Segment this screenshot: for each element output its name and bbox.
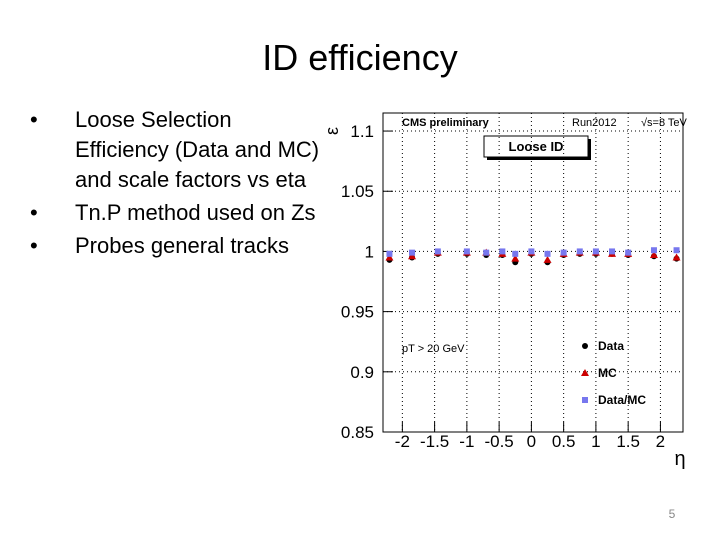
marker xyxy=(581,369,589,376)
legend-label: Data xyxy=(598,339,624,353)
marker xyxy=(434,248,441,255)
x-axis-label: η xyxy=(674,448,685,470)
y-tick-label: 1 xyxy=(365,242,374,261)
y-tick-label: 0.85 xyxy=(341,423,374,442)
x-tick-label: -1.5 xyxy=(420,432,449,451)
annotation: pT > 20 GeV xyxy=(402,343,465,355)
page-number: 5 xyxy=(669,507,676,521)
subtitle: Loose ID xyxy=(509,139,564,154)
annotation: CMS preliminary xyxy=(402,117,490,129)
annotation: Run2012 xyxy=(572,117,617,129)
x-tick-label: 2 xyxy=(656,432,665,451)
bullet: Loose Selection Efficiency (Data and MC)… xyxy=(30,105,325,195)
bullet: Tn.P method used on Zs xyxy=(30,198,325,228)
marker xyxy=(625,249,632,256)
x-tick-label: -2 xyxy=(395,432,410,451)
marker xyxy=(673,247,680,254)
marker xyxy=(544,250,551,257)
marker xyxy=(483,249,490,256)
bullet: Probes general tracks xyxy=(30,231,325,261)
marker xyxy=(672,253,681,261)
marker xyxy=(463,248,470,255)
x-tick-label: 0.5 xyxy=(552,432,576,451)
label-box xyxy=(483,135,589,158)
marker xyxy=(560,249,567,256)
marker xyxy=(609,248,616,255)
marker xyxy=(582,397,588,403)
marker xyxy=(499,248,506,255)
marker xyxy=(512,250,519,257)
bullet-list: Loose Selection Efficiency (Data and MC)… xyxy=(30,105,320,264)
annotation: √s=8 TeV xyxy=(641,117,688,129)
marker xyxy=(592,248,599,255)
marker xyxy=(650,247,657,254)
legend-label: MC xyxy=(598,366,617,380)
x-tick-label: 1 xyxy=(591,432,600,451)
x-tick-label: 1.5 xyxy=(616,432,640,451)
y-tick-label: 0.95 xyxy=(341,303,374,322)
legend-label: Data/MC xyxy=(598,393,646,407)
marker xyxy=(649,251,658,259)
marker xyxy=(528,248,535,255)
y-tick-label: 1.1 xyxy=(350,122,374,141)
marker xyxy=(543,255,552,263)
y-tick-label: 0.9 xyxy=(350,363,374,382)
plot-frame xyxy=(382,112,684,433)
x-tick-label: -1 xyxy=(459,432,474,451)
y-tick-label: 1.05 xyxy=(341,182,374,201)
x-tick-label: -0.5 xyxy=(484,432,513,451)
y-axis-label: ε xyxy=(322,127,342,135)
marker xyxy=(409,249,416,256)
marker xyxy=(582,343,588,349)
marker xyxy=(576,248,583,255)
x-tick-label: 0 xyxy=(527,432,536,451)
marker xyxy=(511,254,520,262)
marker xyxy=(385,253,394,261)
slide-title: ID efficiency xyxy=(262,37,457,78)
marker xyxy=(408,252,417,260)
marker xyxy=(386,250,393,257)
